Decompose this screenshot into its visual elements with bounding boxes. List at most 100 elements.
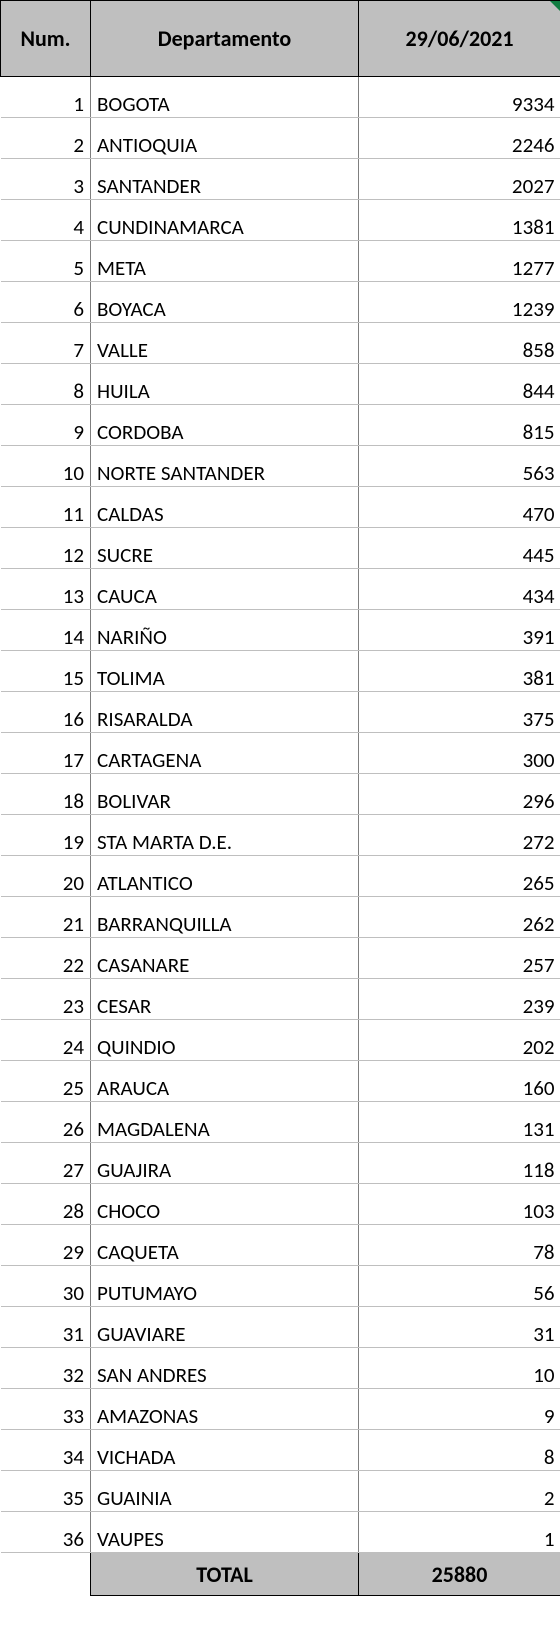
table-row: 4CUNDINAMARCA1381 <box>1 200 560 241</box>
cell-num: 30 <box>1 1266 91 1307</box>
table-row: 24QUINDIO202 <box>1 1020 560 1061</box>
cell-value: 445 <box>359 528 560 569</box>
cell-departamento: BOYACA <box>91 282 359 323</box>
cell-departamento: MAGDALENA <box>91 1102 359 1143</box>
table-row: 7VALLE858 <box>1 323 560 364</box>
cell-value: 1 <box>359 1512 560 1553</box>
cell-value: 56 <box>359 1266 560 1307</box>
cell-value: 78 <box>359 1225 560 1266</box>
cell-departamento: ARAUCA <box>91 1061 359 1102</box>
table-row: 33AMAZONAS9 <box>1 1389 560 1430</box>
cell-departamento: PUTUMAYO <box>91 1266 359 1307</box>
cell-departamento: HUILA <box>91 364 359 405</box>
cell-departamento: VAUPES <box>91 1512 359 1553</box>
cell-departamento: RISARALDA <box>91 692 359 733</box>
cell-value: 470 <box>359 487 560 528</box>
cell-departamento: CARTAGENA <box>91 733 359 774</box>
table-body: 1BOGOTA93342ANTIOQUIA22463SANTANDER20274… <box>1 77 560 1596</box>
cell-departamento: QUINDIO <box>91 1020 359 1061</box>
table-row: 36VAUPES1 <box>1 1512 560 1553</box>
cell-value: 296 <box>359 774 560 815</box>
table-row: 34VICHADA8 <box>1 1430 560 1471</box>
cell-num: 6 <box>1 282 91 323</box>
table-row: 9CORDOBA815 <box>1 405 560 446</box>
cell-num: 17 <box>1 733 91 774</box>
cell-departamento: CAUCA <box>91 569 359 610</box>
cell-value: 844 <box>359 364 560 405</box>
cell-num: 4 <box>1 200 91 241</box>
table-row: 22CASANARE257 <box>1 938 560 979</box>
cell-num: 9 <box>1 405 91 446</box>
table-row: 32SAN ANDRES10 <box>1 1348 560 1389</box>
table-row: 12SUCRE445 <box>1 528 560 569</box>
cell-num: 29 <box>1 1225 91 1266</box>
total-row: TOTAL25880 <box>1 1553 560 1596</box>
cell-departamento: BOGOTA <box>91 77 359 118</box>
table-row: 23CESAR239 <box>1 979 560 1020</box>
cell-departamento: ATLANTICO <box>91 856 359 897</box>
cell-num: 33 <box>1 1389 91 1430</box>
table-row: 28CHOCO103 <box>1 1184 560 1225</box>
cell-num: 15 <box>1 651 91 692</box>
table-row: 2ANTIOQUIA2246 <box>1 118 560 159</box>
cell-departamento: GUAJIRA <box>91 1143 359 1184</box>
total-value: 25880 <box>359 1553 560 1596</box>
cell-num: 5 <box>1 241 91 282</box>
cell-num: 16 <box>1 692 91 733</box>
table-row: 19STA MARTA D.E.272 <box>1 815 560 856</box>
cell-departamento: AMAZONAS <box>91 1389 359 1430</box>
data-table: Num. Departamento 29/06/2021 1BOGOTA9334… <box>0 0 560 1596</box>
cell-num: 34 <box>1 1430 91 1471</box>
cell-num: 22 <box>1 938 91 979</box>
cell-value: 391 <box>359 610 560 651</box>
cell-value: 257 <box>359 938 560 979</box>
table-row: 11CALDAS470 <box>1 487 560 528</box>
cell-departamento: META <box>91 241 359 282</box>
cell-num: 19 <box>1 815 91 856</box>
cell-num: 1 <box>1 77 91 118</box>
cell-departamento: BOLIVAR <box>91 774 359 815</box>
cell-num: 2 <box>1 118 91 159</box>
header-date: 29/06/2021 <box>359 1 560 77</box>
cell-num: 18 <box>1 774 91 815</box>
cell-num: 7 <box>1 323 91 364</box>
table-row: 10NORTE SANTANDER563 <box>1 446 560 487</box>
table-row: 18BOLIVAR296 <box>1 774 560 815</box>
cell-departamento: BARRANQUILLA <box>91 897 359 938</box>
cell-value: 202 <box>359 1020 560 1061</box>
total-label: TOTAL <box>91 1553 359 1596</box>
cell-num: 12 <box>1 528 91 569</box>
cell-departamento: CAQUETA <box>91 1225 359 1266</box>
table-row: 30PUTUMAYO56 <box>1 1266 560 1307</box>
cell-num: 24 <box>1 1020 91 1061</box>
cell-num: 27 <box>1 1143 91 1184</box>
cell-value: 272 <box>359 815 560 856</box>
header-row: Num. Departamento 29/06/2021 <box>1 1 560 77</box>
cell-value: 9 <box>359 1389 560 1430</box>
table-row: 17CARTAGENA300 <box>1 733 560 774</box>
cell-num: 25 <box>1 1061 91 1102</box>
cell-value: 434 <box>359 569 560 610</box>
cell-value: 31 <box>359 1307 560 1348</box>
table-row: 31GUAVIARE31 <box>1 1307 560 1348</box>
cell-departamento: CUNDINAMARCA <box>91 200 359 241</box>
cell-departamento: GUAINIA <box>91 1471 359 1512</box>
cell-value: 1277 <box>359 241 560 282</box>
cell-num: 26 <box>1 1102 91 1143</box>
table-row: 21BARRANQUILLA262 <box>1 897 560 938</box>
cell-value: 1381 <box>359 200 560 241</box>
cell-value: 1239 <box>359 282 560 323</box>
table-row: 1BOGOTA9334 <box>1 77 560 118</box>
cell-num: 23 <box>1 979 91 1020</box>
cell-departamento: SANTANDER <box>91 159 359 200</box>
table-row: 6BOYACA1239 <box>1 282 560 323</box>
table-row: 25ARAUCA160 <box>1 1061 560 1102</box>
cell-value: 858 <box>359 323 560 364</box>
cell-departamento: SUCRE <box>91 528 359 569</box>
cell-departamento: NORTE SANTANDER <box>91 446 359 487</box>
cell-value: 9334 <box>359 77 560 118</box>
total-empty <box>1 1553 91 1596</box>
cell-num: 14 <box>1 610 91 651</box>
cell-departamento: CESAR <box>91 979 359 1020</box>
header-num: Num. <box>1 1 91 77</box>
